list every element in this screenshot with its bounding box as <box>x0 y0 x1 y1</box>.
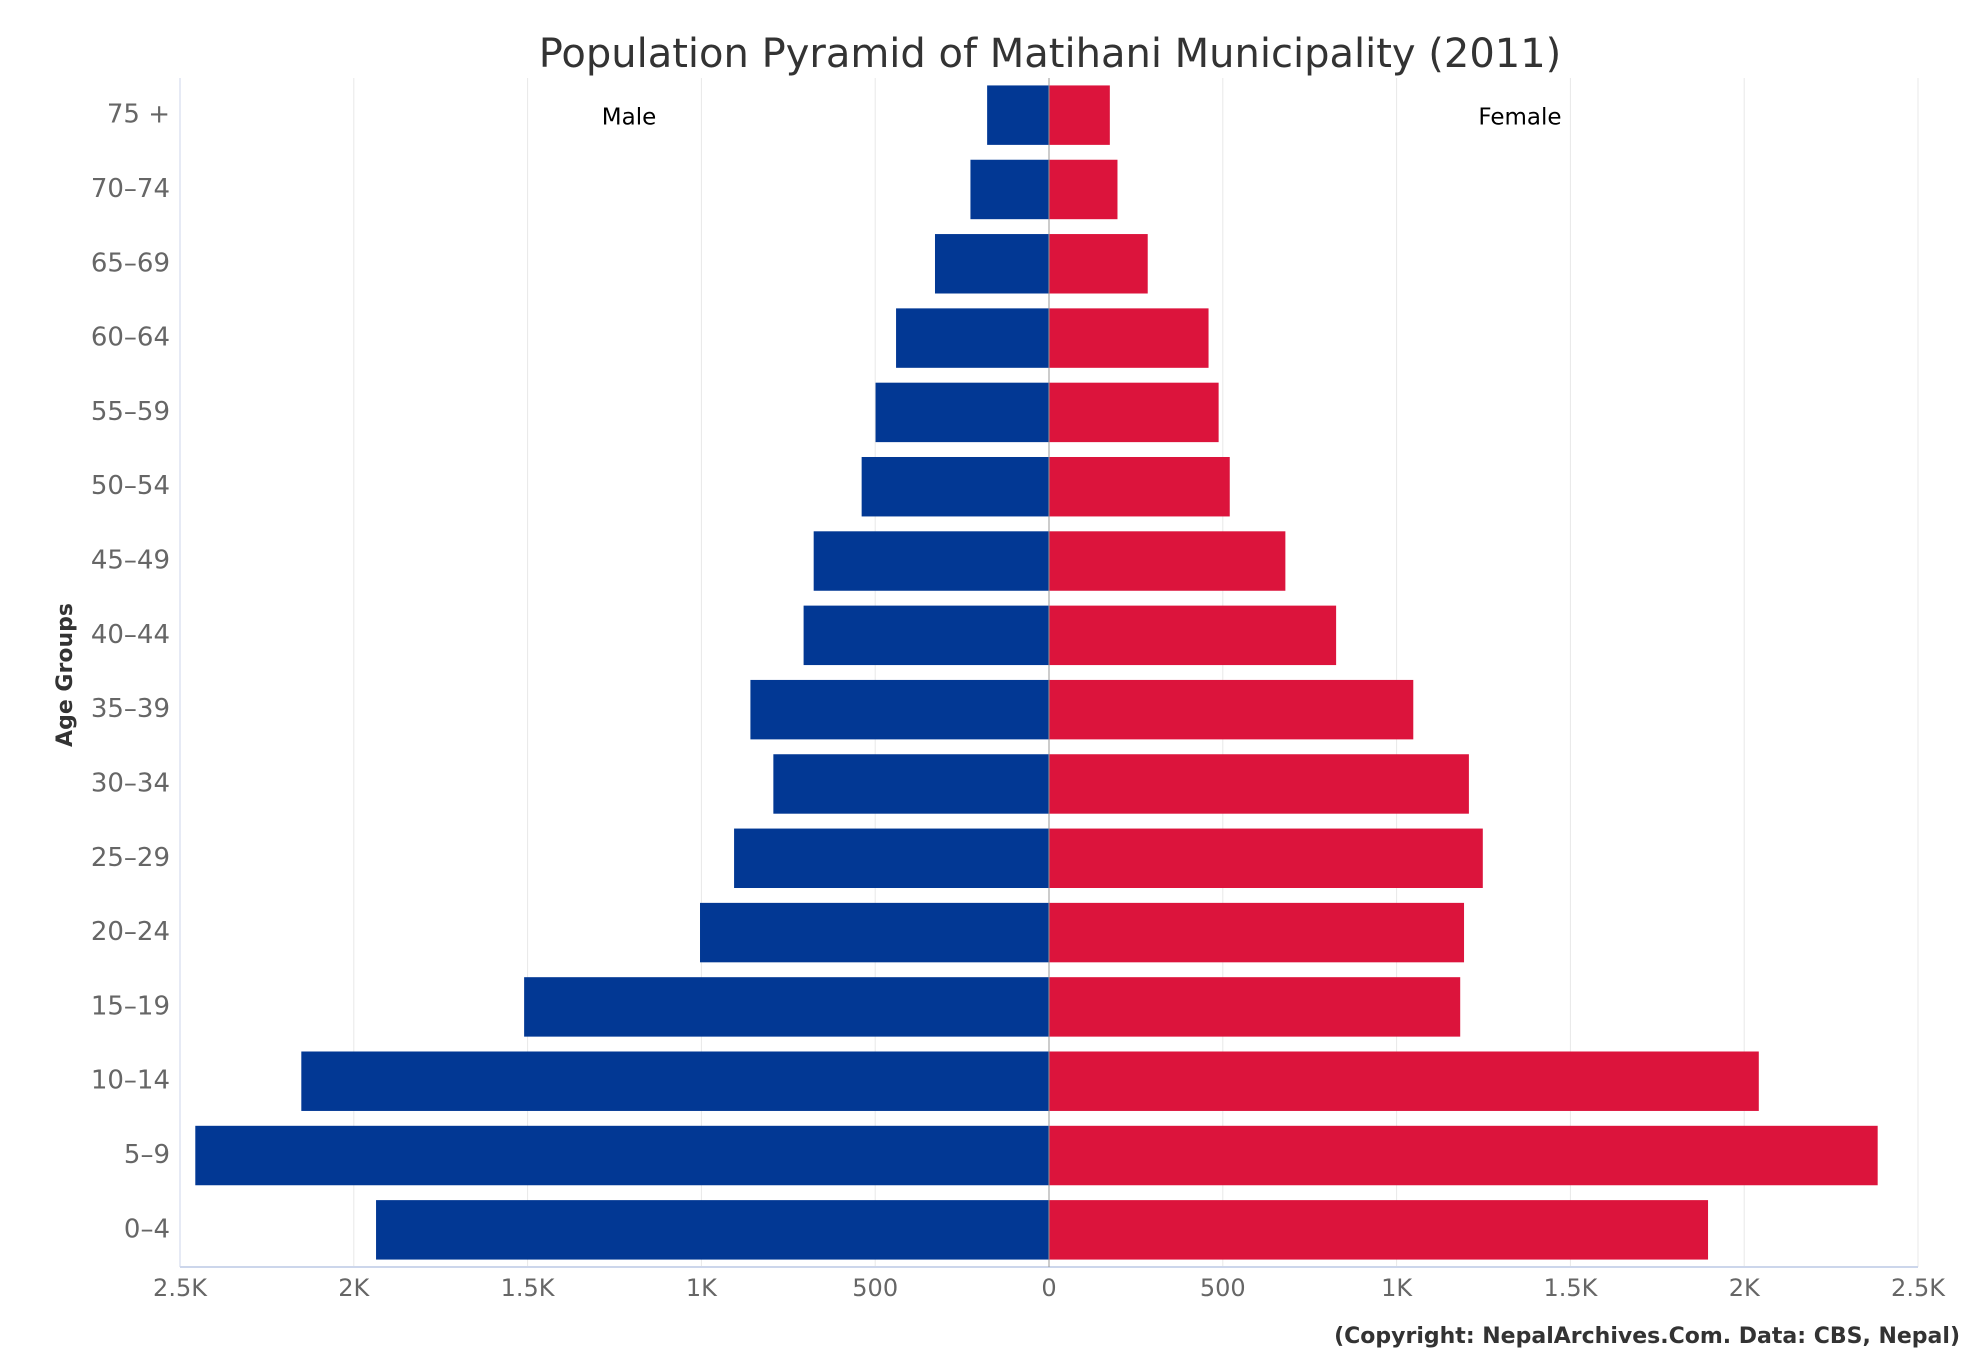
bar <box>1049 85 1110 145</box>
x-tick-label: 1.5K <box>1543 1274 1598 1302</box>
bar <box>1049 1125 1878 1186</box>
x-tick-label: 2.5K <box>1891 1274 1946 1302</box>
bar <box>803 605 1049 666</box>
bar <box>896 308 1049 368</box>
y-tick-label: 30–34 <box>91 768 170 798</box>
y-tick-label: 15–19 <box>91 991 170 1021</box>
y-tick-label: 25–29 <box>91 843 170 873</box>
bar <box>861 456 1049 517</box>
x-tick-label: 1K <box>686 1274 718 1302</box>
bar <box>376 1200 1049 1260</box>
x-tick-label: 2K <box>338 1274 370 1302</box>
x-tick-label: 500 <box>1200 1274 1246 1302</box>
bar <box>1049 159 1118 220</box>
bar <box>875 382 1049 443</box>
x-tick-label: 2.5K <box>153 1274 208 1302</box>
x-tick-label: 500 <box>852 1274 898 1302</box>
y-tick-label: 45–49 <box>91 546 170 576</box>
bar <box>1049 679 1414 740</box>
y-tick-label: 20–24 <box>91 917 170 947</box>
bar <box>524 977 1049 1037</box>
bar <box>1049 754 1469 814</box>
y-tick-label: 65–69 <box>91 248 170 278</box>
bar <box>195 1125 1049 1186</box>
y-tick-label: 55–59 <box>91 397 170 427</box>
y-tick-label: 50–54 <box>91 471 170 501</box>
bar <box>987 85 1049 145</box>
bar <box>1049 977 1461 1037</box>
x-tick-label: 2K <box>1729 1274 1761 1302</box>
x-tick-label: 0 <box>1041 1274 1056 1302</box>
y-tick-label: 5–9 <box>124 1140 170 1170</box>
y-tick-label: 35–39 <box>91 694 170 724</box>
bar <box>1049 308 1209 368</box>
y-axis-title: Age Groups <box>53 603 78 747</box>
bar <box>813 531 1049 591</box>
bar <box>934 234 1049 294</box>
series-label: Male <box>602 105 656 131</box>
x-tick-label: 1K <box>1381 1274 1413 1302</box>
y-tick-label: 40–44 <box>91 620 170 650</box>
bar <box>1049 902 1465 963</box>
y-tick-label: 70–74 <box>91 174 170 204</box>
bar <box>1049 1200 1709 1260</box>
bar <box>734 828 1049 889</box>
y-tick-label: 60–64 <box>91 323 170 353</box>
bar <box>1049 1051 1759 1111</box>
series-label: Female <box>1478 105 1561 131</box>
y-tick-label: 75 + <box>107 100 170 130</box>
bar <box>1049 234 1148 294</box>
y-tick-label: 0–4 <box>124 1214 170 1244</box>
bar <box>773 754 1049 814</box>
bar <box>301 1051 1050 1111</box>
chart-title: Population Pyramid of Matihani Municipal… <box>539 31 1562 77</box>
bar <box>1049 605 1337 666</box>
bar <box>1049 531 1286 591</box>
source-note: (Copyright: NepalArchives.Com. Data: CBS… <box>1334 1324 1960 1349</box>
y-tick-label: 10–14 <box>91 1066 170 1096</box>
x-tick-label: 1.5K <box>501 1274 556 1302</box>
bar <box>700 902 1049 963</box>
bar <box>1049 828 1483 889</box>
bar <box>970 159 1049 220</box>
bar <box>750 679 1049 740</box>
bar <box>1049 382 1219 443</box>
bar <box>1049 456 1230 517</box>
